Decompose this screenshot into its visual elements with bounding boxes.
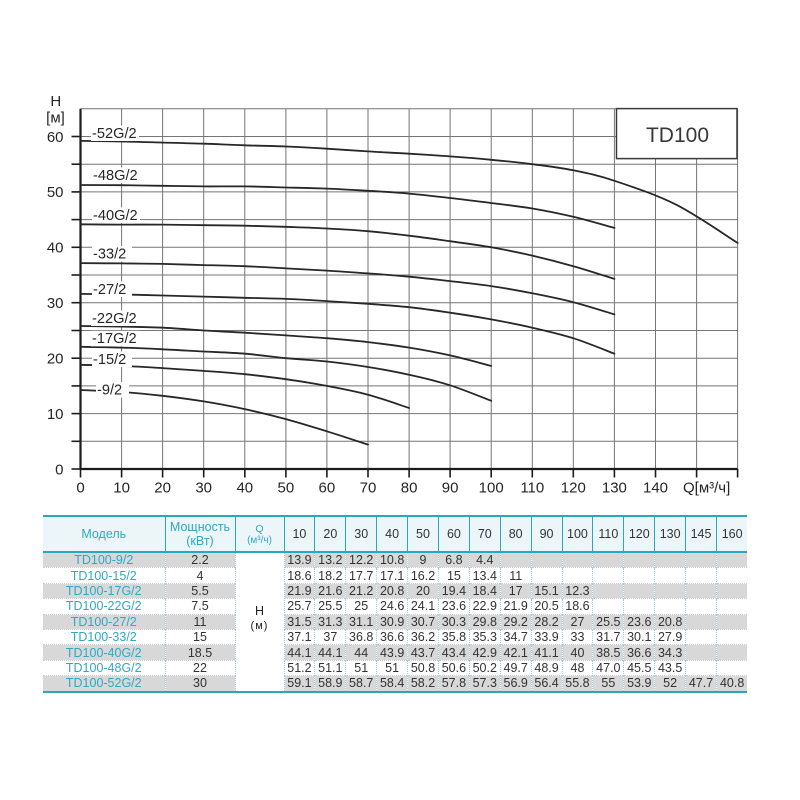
svg-text:50: 50	[278, 480, 295, 497]
svg-text:50: 50	[47, 184, 64, 201]
svg-text:-17G/2: -17G/2	[92, 331, 137, 347]
svg-text:H: H	[50, 93, 61, 110]
svg-text:-48G/2: -48G/2	[93, 168, 138, 184]
svg-text:-15/2: -15/2	[93, 352, 126, 368]
svg-text:Q[м³/ч]: Q[м³/ч]	[683, 480, 730, 497]
svg-text:10: 10	[47, 406, 64, 423]
svg-text:70: 70	[360, 480, 377, 497]
svg-text:-22G/2: -22G/2	[92, 311, 137, 327]
svg-text:80: 80	[401, 480, 418, 497]
svg-text:140: 140	[643, 480, 668, 497]
svg-text:20: 20	[47, 351, 64, 368]
svg-text:110: 110	[520, 480, 544, 497]
svg-text:-27/2: -27/2	[93, 282, 126, 298]
svg-text:10: 10	[113, 480, 130, 497]
svg-text:30: 30	[195, 480, 212, 497]
svg-text:0: 0	[76, 480, 84, 497]
svg-text:30: 30	[47, 295, 64, 312]
svg-text:100: 100	[479, 480, 504, 497]
svg-text:-52G/2: -52G/2	[92, 126, 137, 142]
svg-text:60: 60	[47, 129, 64, 146]
svg-text:120: 120	[561, 480, 586, 497]
svg-text:-33/2: -33/2	[93, 246, 126, 262]
svg-text:-40G/2: -40G/2	[93, 208, 138, 224]
svg-text:60: 60	[319, 480, 336, 497]
svg-text:-9/2: -9/2	[97, 382, 122, 398]
svg-text:0: 0	[55, 461, 63, 478]
svg-text:TD100: TD100	[646, 124, 709, 147]
svg-text:20: 20	[154, 480, 171, 497]
svg-text:40: 40	[236, 480, 253, 497]
svg-text:[м]: [м]	[46, 110, 65, 127]
svg-text:130: 130	[602, 480, 627, 497]
svg-text:40: 40	[47, 240, 64, 257]
svg-text:90: 90	[442, 480, 459, 497]
